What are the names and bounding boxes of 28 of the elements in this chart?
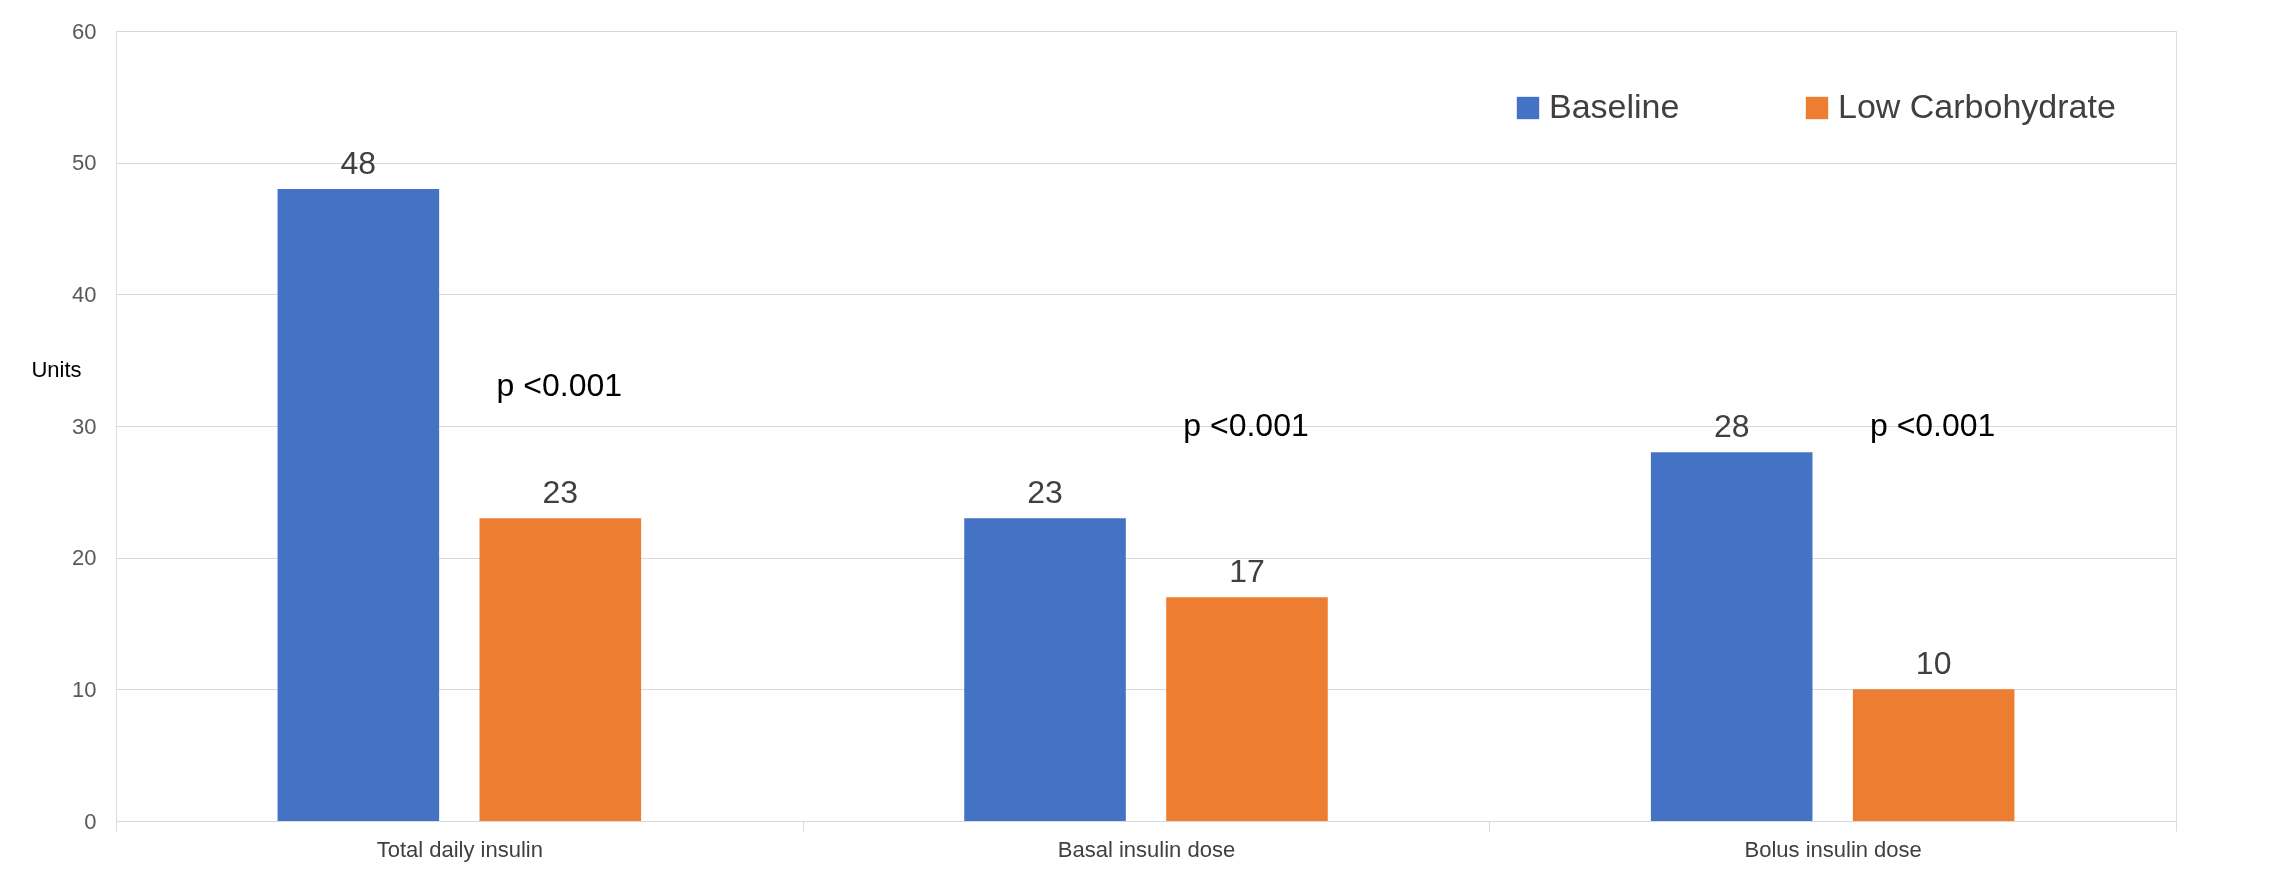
x-tick-label: Total daily insulin [376, 836, 543, 862]
y-tick-label: 0 [84, 808, 97, 834]
bar [479, 518, 642, 821]
annotation: p <0.001 [496, 367, 623, 403]
data-label: 28 [1713, 408, 1750, 445]
y-tick-label: 10 [72, 676, 97, 702]
data-label: 48 [340, 145, 377, 181]
y-tick-label: 40 [72, 281, 97, 307]
annotation: p <0.001 [1869, 407, 1996, 443]
data-label: 10 [1915, 645, 1952, 682]
bar [964, 518, 1126, 821]
y-tick-label: 50 [72, 150, 97, 176]
y-tick-label: 60 [72, 18, 97, 44]
data-label: 23 [542, 474, 579, 511]
annotation: p <0.001 [1183, 407, 1309, 443]
bar [1166, 597, 1328, 821]
x-tick-label: Basal insulin dose [1057, 836, 1236, 862]
bar [277, 189, 440, 821]
y-axis-title: Units [31, 356, 82, 382]
y-tick-label: 20 [72, 545, 97, 571]
legend-label: Low Carbohydrate [1838, 87, 2116, 125]
x-tick-label: Bolus insulin dose [1744, 836, 1922, 862]
data-label: 17 [1229, 553, 1265, 590]
data-label: 23 [1027, 474, 1063, 511]
y-tick-label: 30 [72, 413, 97, 439]
bar [1852, 689, 2015, 821]
bar [1650, 452, 1813, 821]
legend-label: Baseline [1549, 87, 1680, 125]
